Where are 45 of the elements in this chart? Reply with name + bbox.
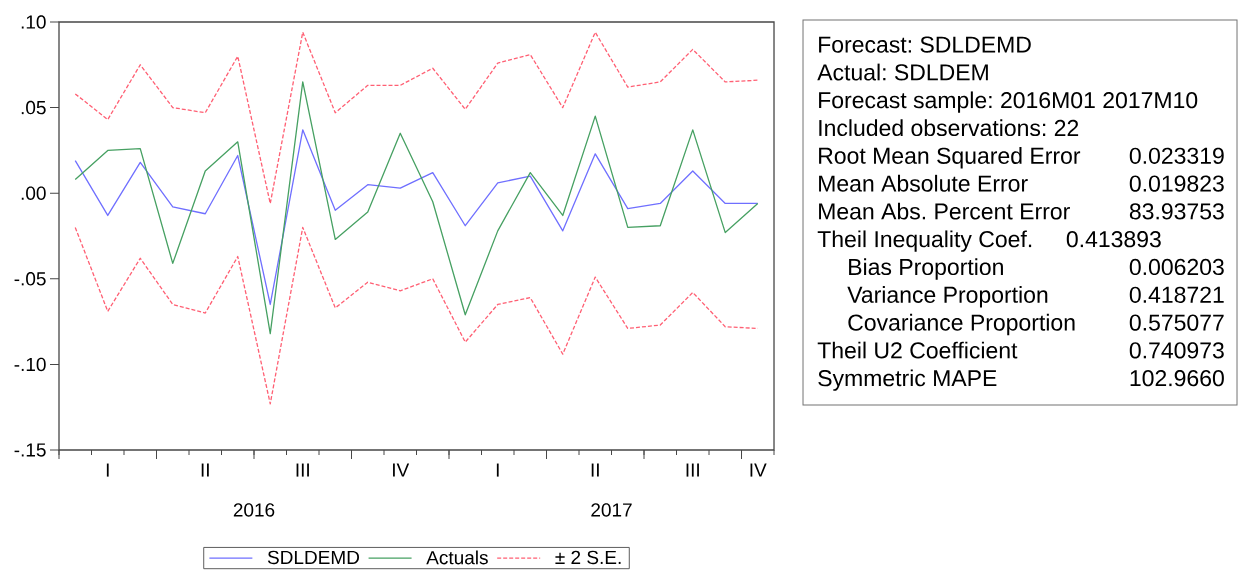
x-tick-label: IV [750,463,767,477]
text: Included observations: 22 [819,119,1079,137]
text: 83.93753 [1129,203,1224,220]
line-series [74,81,759,335]
text: Actual: SDLDEM [817,63,988,81]
text: 2017 [591,503,632,517]
x-tick-label: IV [393,463,410,477]
text: Bias Proportion [849,258,1003,280]
text: 0.019823 [1129,175,1224,192]
text: 0.418721 [1129,286,1224,303]
line-series [74,226,759,405]
text: Mean Abs. Percent Error [819,202,1070,220]
text: 0.575077 [1129,314,1224,331]
line-series [74,129,759,306]
x-tick-label: II [201,463,209,477]
text: Variance Proportion [847,286,1048,308]
legend-label: SDLDEMD [267,550,360,565]
y-tick-label: -.15 [14,443,46,457]
line-series [74,31,759,205]
text: 0.413893 [1066,231,1161,248]
x-tick-label: I [496,463,499,477]
text: Covariance Proportion [848,313,1075,336]
legend-label: ± 2 S.E. [555,550,621,565]
text: Forecast sample: 2016M01 2017M10 [819,91,1198,113]
x-tick-label: II [591,463,599,477]
text: 0.006203 [1129,258,1224,276]
text: Theil U2 Coefficient [817,341,1018,359]
text: 102.9660 [1130,370,1224,387]
text: Theil Inequality Coef. [817,230,1032,252]
y-tick-label: .00 [21,186,46,200]
text: Root Mean Squared Error [819,147,1081,169]
text: 0.023319 [1129,147,1224,164]
y-tick-label: -.05 [14,272,46,286]
text: Forecast: SDLDEMD [819,36,1031,53]
text: Mean Absolute Error [819,174,1028,192]
y-tick-label: .05 [21,100,46,115]
x-tick-label: III [296,463,309,477]
text: Symmetric MAPE [818,369,997,391]
x-tick-label: I [106,463,109,477]
y-tick-label: .10 [21,15,46,29]
text: 2016 [233,503,275,517]
y-tick-label: -.10 [14,357,46,372]
x-tick-label: III [686,463,699,477]
text: 0.740973 [1129,342,1224,359]
legend-label: Actuals [426,550,488,565]
